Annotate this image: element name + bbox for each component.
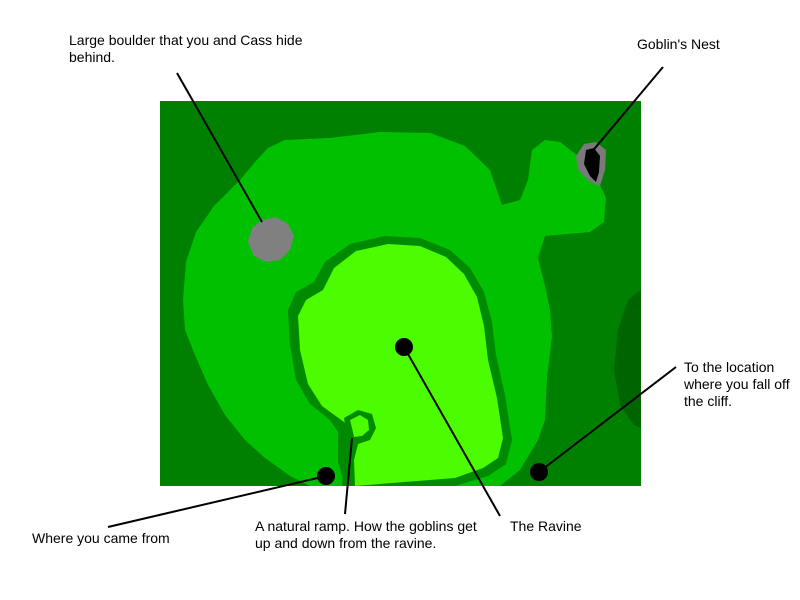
leader-line-ravine xyxy=(403,346,501,517)
label-boulder: Large boulder that you and Cass hide beh… xyxy=(69,32,303,65)
marker-cliff xyxy=(530,463,548,481)
label-natural-ramp: A natural ramp. How the goblins get up a… xyxy=(255,518,477,551)
label-where-you-came-from: Where you came from xyxy=(32,530,170,546)
leader-line-nest xyxy=(589,66,664,155)
natural-ramp-inner xyxy=(350,415,369,437)
marker-ravine xyxy=(395,338,413,356)
dark-forest-patch xyxy=(614,290,641,428)
leader-line-boulder xyxy=(176,72,263,223)
label-the-ravine: The Ravine xyxy=(510,518,582,534)
label-goblins-nest: Goblin's Nest xyxy=(637,36,720,52)
leader-line-ramp xyxy=(344,437,353,515)
leader-line-came-from xyxy=(107,475,327,528)
label-cliff: To the location where you fall off the c… xyxy=(684,359,790,409)
leader-line-cliff xyxy=(538,366,677,473)
boulder xyxy=(248,217,294,262)
marker-came-from xyxy=(317,467,335,485)
goblins-nest-hole xyxy=(584,148,600,182)
